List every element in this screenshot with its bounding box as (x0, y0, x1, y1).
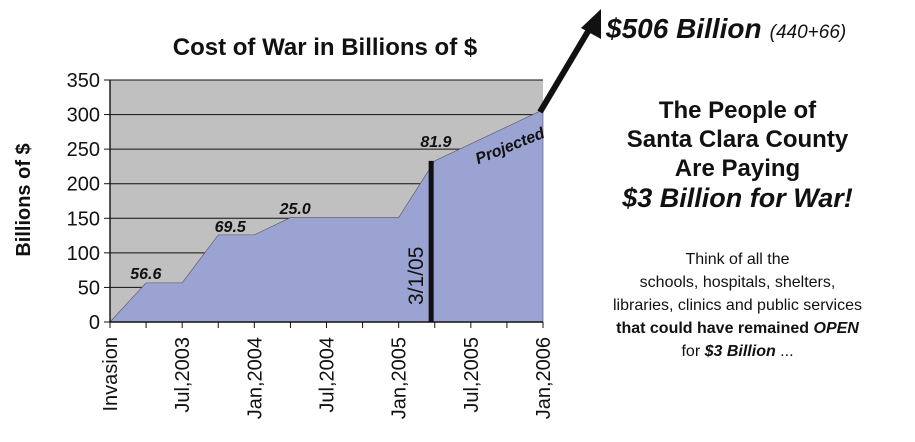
body-line-5-amount: $3 Billion (704, 343, 776, 360)
y-tick-label: 100 (67, 243, 100, 265)
headline-line-4: $3 Billion for War! (622, 183, 853, 213)
axes (104, 79, 544, 328)
y-tick-label: 50 (78, 277, 100, 299)
body-line-1: Think of all the (685, 251, 790, 268)
body-line-3: libraries, clinics and public services (613, 297, 862, 314)
y-tick-label: 0 (89, 312, 100, 334)
callout-arrow-shaft (537, 16, 599, 114)
body-line-5-tail: ... (775, 343, 794, 360)
body-line-4-open: OPEN (813, 320, 859, 337)
annotation-label: 69.5 (215, 219, 247, 236)
x-tick-label: Jan,2005 (389, 337, 411, 419)
body-line-2: schools, hospitals, shelters, (639, 274, 836, 291)
x-tick-label: Jan,2006 (533, 337, 555, 419)
body-line-5-for: for (681, 343, 705, 360)
callout-arrow-head (581, 9, 601, 39)
annotation-label: 81.9 (420, 134, 451, 151)
callout-main-text: $506 Billion (605, 13, 762, 44)
headline-line-3: Are Paying (674, 155, 801, 182)
headline-line-1: The People of (658, 97, 817, 124)
y-tick-label: 150 (67, 208, 100, 230)
chart-title: Cost of War in Billions of $ (173, 34, 478, 61)
annotation-label: 56.6 (130, 266, 161, 283)
body-line-5: for $3 Billion ... (560, 340, 915, 363)
message-panel: The People of Santa Clara County Are Pay… (560, 96, 915, 363)
x-tick-labels: Invasion Jul,2003 Jan,2004 Jul,2004 Jan,2005… (100, 337, 555, 419)
body-line-4: that could have remained OPEN (560, 317, 915, 340)
y-axis-label: Billions of $ (13, 143, 35, 256)
annotation-label: 25.0 (279, 201, 311, 218)
body-text: Think of all the schools, hospitals, she… (560, 248, 915, 363)
headline-line-2: Santa Clara County (626, 126, 849, 153)
y-tick-label: 200 (67, 174, 100, 196)
x-tick-label: Jul,2004 (317, 337, 339, 413)
y-tick-label: 350 (67, 70, 100, 92)
event-line-label: 3/1/05 (405, 247, 428, 305)
y-tick-label: 250 (67, 139, 100, 161)
x-tick-label: Jul,2003 (172, 337, 194, 413)
x-tick-label: Jul,2005 (461, 337, 483, 413)
callout-main: $506 Billion (440+66) (605, 13, 846, 44)
body-line-4-text: that could have remained (616, 320, 814, 337)
y-tick-labels: 0 50 100 150 200 250 300 350 (67, 70, 100, 334)
y-tick-label: 300 (67, 105, 100, 127)
callout-sub-text: (440+66) (770, 22, 847, 43)
x-tick-label: Jan,2004 (244, 337, 266, 419)
x-tick-label: Invasion (100, 337, 122, 412)
